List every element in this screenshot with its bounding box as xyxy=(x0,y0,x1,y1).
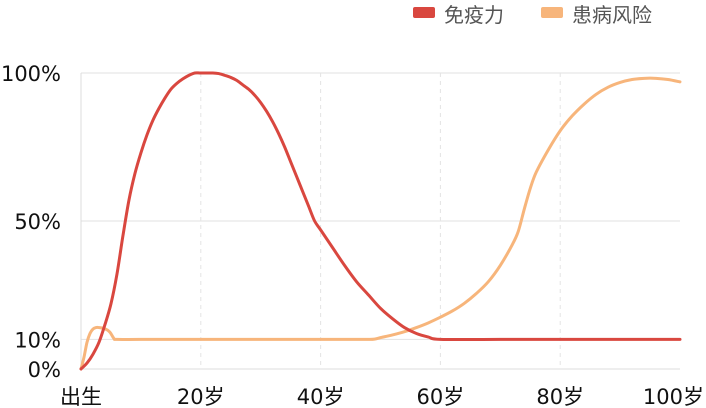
x-tick-label-4: 80岁 xyxy=(536,385,584,408)
grid xyxy=(81,72,680,369)
x-tick-label-3: 60岁 xyxy=(417,385,465,408)
series-line-0 xyxy=(79,71,682,371)
y-tick-label-0: 0% xyxy=(28,358,61,382)
y-tick-label-2: 50% xyxy=(14,210,61,234)
x-tick-label-5: 100岁 xyxy=(643,385,704,408)
series-line-1 xyxy=(79,76,682,371)
y-tick-label-1: 10% xyxy=(14,328,61,352)
x-tick-label-1: 20岁 xyxy=(177,385,225,408)
legend-swatch-0 xyxy=(413,7,435,18)
legend: 免疫力 患病风险 xyxy=(413,3,652,27)
legend-swatch-1 xyxy=(541,7,563,18)
x-tick-label-2: 40岁 xyxy=(297,385,345,408)
series-layer xyxy=(79,71,682,371)
x-tick-label-0: 出生 xyxy=(60,385,102,408)
legend-label-1: 患病风险 xyxy=(572,3,652,27)
axes: 0% 10% 50% 100% 出生 20岁 40岁 60岁 80岁 100岁 xyxy=(1,62,704,408)
y-tick-label-3: 100% xyxy=(1,62,61,86)
legend-label-0: 免疫力 xyxy=(444,3,504,27)
